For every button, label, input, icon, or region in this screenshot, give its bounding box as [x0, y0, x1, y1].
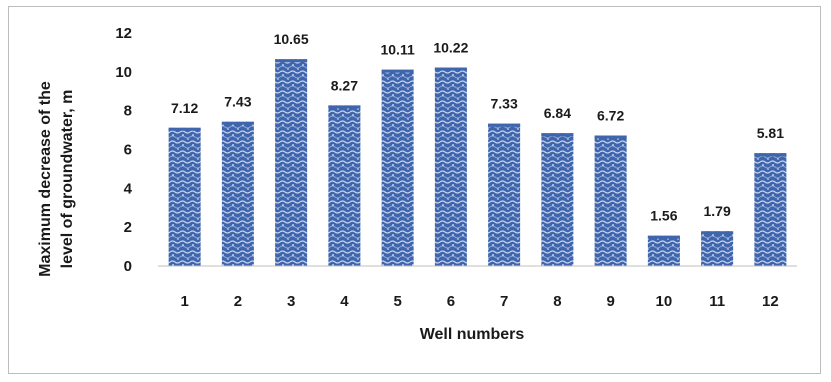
y-tick-label: 12: [115, 25, 132, 42]
data-label: 1.79: [704, 203, 731, 219]
bar: [328, 105, 361, 266]
data-label: 7.33: [491, 96, 518, 112]
bar-top-edge: [541, 133, 574, 137]
x-tick-label: 5: [393, 293, 401, 310]
x-tick-label: 3: [287, 293, 295, 310]
bar-top-edge: [754, 153, 787, 157]
y-tick-label: 10: [115, 64, 132, 81]
bar-top-edge: [328, 105, 361, 109]
y-tick-label: 8: [124, 103, 132, 120]
bar: [594, 135, 627, 266]
data-label: 10.65: [274, 31, 309, 47]
y-axis-title-line-2: level of groundwater, m: [59, 90, 76, 269]
y-tick-label: 4: [124, 180, 133, 197]
x-tick-label: 6: [447, 293, 455, 310]
x-tick-label: 10: [656, 293, 673, 310]
y-tick-label: 0: [124, 258, 132, 275]
x-tick-label: 12: [762, 293, 779, 310]
bar-top-edge: [594, 135, 627, 139]
bar: [701, 231, 734, 266]
bar: [541, 133, 574, 266]
bar-top-edge: [381, 69, 414, 73]
x-tick-label: 9: [606, 293, 614, 310]
y-axis-title-line-1: Maximum decrease of the: [37, 81, 54, 277]
bar-top-edge: [275, 59, 308, 63]
bar-top-edge: [488, 123, 521, 127]
data-label: 7.12: [171, 100, 198, 116]
bar: [221, 121, 254, 267]
y-axis-title: Maximum decrease of the level of groundw…: [37, 81, 76, 277]
data-label: 6.72: [597, 108, 624, 124]
y-axis-ticks: 0 2 4 6 8 10 12: [115, 25, 132, 275]
y-tick-label: 2: [124, 219, 132, 236]
data-label: 10.11: [380, 42, 414, 58]
x-tick-label: 8: [553, 293, 561, 310]
x-axis-title: Well numbers: [420, 326, 525, 343]
bar: [647, 235, 680, 266]
x-tick-label: 11: [709, 293, 725, 310]
data-label: 5.81: [757, 125, 784, 141]
y-tick-label: 6: [124, 142, 132, 159]
bar-top-edge: [221, 121, 254, 125]
bar: [434, 67, 467, 266]
bar: [275, 59, 308, 267]
bar: [381, 69, 414, 266]
data-label: 1.56: [650, 208, 677, 224]
chart-frame: [8, 6, 821, 374]
bar: [754, 153, 787, 266]
data-label: 6.84: [544, 105, 571, 121]
data-label: 8.27: [331, 77, 358, 93]
bar-top-edge: [168, 127, 201, 131]
bar-top-edge: [434, 67, 467, 71]
data-labels: 7.12 7.43 10.65 8.27 10.11 10.22 7.33 6.84 6.72 1…: [171, 31, 784, 223]
data-label: 7.43: [224, 94, 251, 110]
x-tick-label: 7: [500, 293, 508, 310]
bar-top-edge: [647, 235, 680, 239]
data-label: 10.22: [433, 40, 468, 56]
x-tick-label: 4: [340, 293, 349, 310]
bar: [488, 123, 521, 266]
x-axis-ticks: 1 2 3 4 5 6 7 8 9 10 11 12: [180, 293, 778, 310]
x-tick-label: 1: [180, 293, 188, 310]
bar: [168, 127, 201, 267]
bar-top-edge: [701, 231, 734, 235]
bars: [168, 59, 787, 267]
x-tick-label: 2: [234, 293, 242, 310]
